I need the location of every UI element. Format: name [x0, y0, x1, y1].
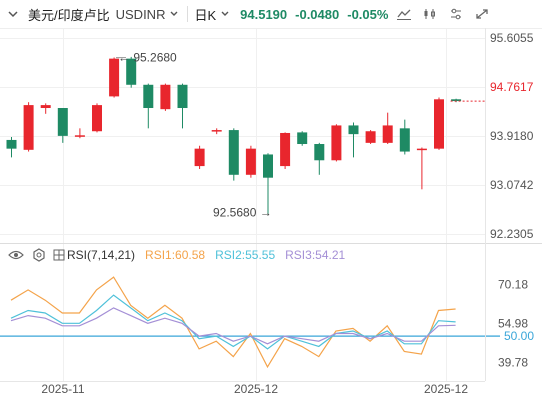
time-axis-label: 2025-12: [234, 382, 278, 396]
candle-body: [160, 84, 171, 110]
candle-body: [263, 154, 273, 178]
price-annotations: ← 95.2680 92.5680 →: [116, 51, 485, 219]
axis-labels: 95.6055 94.7617 93.9180 93.0742 92.2305 70.18…: [41, 31, 534, 396]
period-chevron-icon[interactable]: [220, 9, 230, 19]
fullscreen-icon[interactable]: [472, 4, 492, 24]
candle: [126, 56, 137, 88]
price-axis-label: 93.0742: [490, 178, 534, 192]
candle-body: [399, 128, 410, 152]
rsi-line-rsi2: [10, 294, 456, 350]
candle-body: [74, 135, 85, 137]
candle: [23, 102, 34, 152]
candle-body: [297, 132, 308, 145]
candle-body: [365, 131, 376, 143]
candle: [6, 137, 17, 158]
symbol-code[interactable]: USDINR: [115, 6, 166, 22]
rsi-title[interactable]: RSI(7,14,21): [67, 248, 136, 262]
candle: [399, 119, 410, 155]
toolbar: 美元/印度卢比 USDINR 日K 94.5190 -0.0480 -0.05%: [0, 0, 542, 28]
divider: [187, 6, 189, 22]
candlestick-series: [6, 56, 462, 215]
collapse-icon[interactable]: [6, 7, 20, 21]
rsi-series: [0, 276, 485, 369]
low-price-label: 92.5680 →: [213, 205, 272, 219]
candle: [57, 108, 68, 143]
rsi2-value: RSI2:55.55: [215, 248, 276, 262]
settings-icon[interactable]: [446, 4, 466, 24]
candle: [280, 132, 291, 169]
indicator-box-icon[interactable]: [53, 249, 65, 261]
candle: [331, 124, 342, 162]
candle: [177, 83, 188, 129]
candle-body: [143, 84, 154, 109]
candle-body: [211, 130, 222, 132]
candle: [434, 97, 444, 150]
candle-body: [314, 144, 325, 161]
candle-body: [348, 125, 359, 135]
candle-body: [416, 148, 427, 151]
price-change-pct: -0.05%: [347, 6, 389, 22]
candle: [297, 131, 308, 146]
symbol-name[interactable]: 美元/印度卢比: [28, 7, 110, 23]
rsi-axis-label: 70.18: [498, 277, 528, 291]
rsi-line-rsi3: [10, 307, 456, 345]
candle: [194, 145, 205, 169]
rsi-axis-label: 54.98: [498, 316, 528, 330]
candle-body: [245, 148, 256, 175]
compare-icon[interactable]: [420, 4, 440, 24]
candle: [348, 122, 359, 158]
price-axis-label: 95.6055: [490, 31, 534, 45]
candle-body: [109, 58, 120, 97]
price-axis-label: 92.2305: [490, 227, 534, 241]
candle: [40, 103, 51, 114]
candle: [416, 147, 427, 190]
time-axis-label: 2025-11: [41, 382, 84, 396]
visibility-icon[interactable]: [8, 249, 24, 261]
candle-body: [382, 125, 393, 143]
candle: [382, 112, 393, 145]
candle-body: [177, 84, 188, 109]
candle: [245, 145, 256, 178]
candle-body: [92, 105, 102, 132]
candle: [92, 103, 102, 133]
candle: [211, 128, 222, 135]
rsi-axis-label: 39.78: [498, 355, 528, 369]
candle-body: [6, 139, 17, 149]
candle: [228, 128, 239, 181]
rsi1-value: RSI1:60.58: [145, 248, 206, 262]
candle: [365, 130, 376, 145]
high-price-label: ← 95.2680: [118, 51, 177, 65]
indicator-icon[interactable]: [394, 4, 414, 24]
chevron-down-icon[interactable]: [169, 9, 179, 19]
candle: [160, 83, 171, 111]
rsi-line-rsi1: [10, 276, 456, 369]
price-change: -0.0480: [295, 6, 340, 22]
candle: [74, 128, 85, 139]
price-axis-label: 94.7617: [490, 80, 534, 94]
candle-body: [194, 148, 205, 167]
candle-body: [434, 99, 444, 149]
last-price: 94.5190: [240, 6, 288, 22]
period-selector[interactable]: 日K: [194, 7, 217, 23]
rsi-axis-label: 50.00: [504, 329, 534, 343]
candle-body: [451, 99, 462, 102]
candle: [314, 142, 325, 175]
candle: [109, 57, 120, 98]
candle-body: [331, 125, 342, 161]
rsi3-value: RSI3:54.21: [285, 248, 346, 262]
candle: [143, 83, 154, 129]
candle-body: [126, 58, 137, 85]
gear-icon[interactable]: [32, 248, 46, 262]
candle: [451, 98, 462, 103]
time-axis-label: 2025-12: [424, 382, 468, 396]
candle-body: [40, 105, 51, 109]
candle-body: [280, 132, 291, 167]
candle-body: [228, 130, 239, 175]
candle-body: [23, 105, 34, 150]
price-axis-label: 93.9180: [490, 129, 534, 143]
candle-body: [57, 108, 68, 136]
candle: [263, 153, 273, 215]
rsi-legend: RSI(7,14,21) RSI1:60.58 RSI2:55.55 RSI3:…: [0, 246, 345, 264]
